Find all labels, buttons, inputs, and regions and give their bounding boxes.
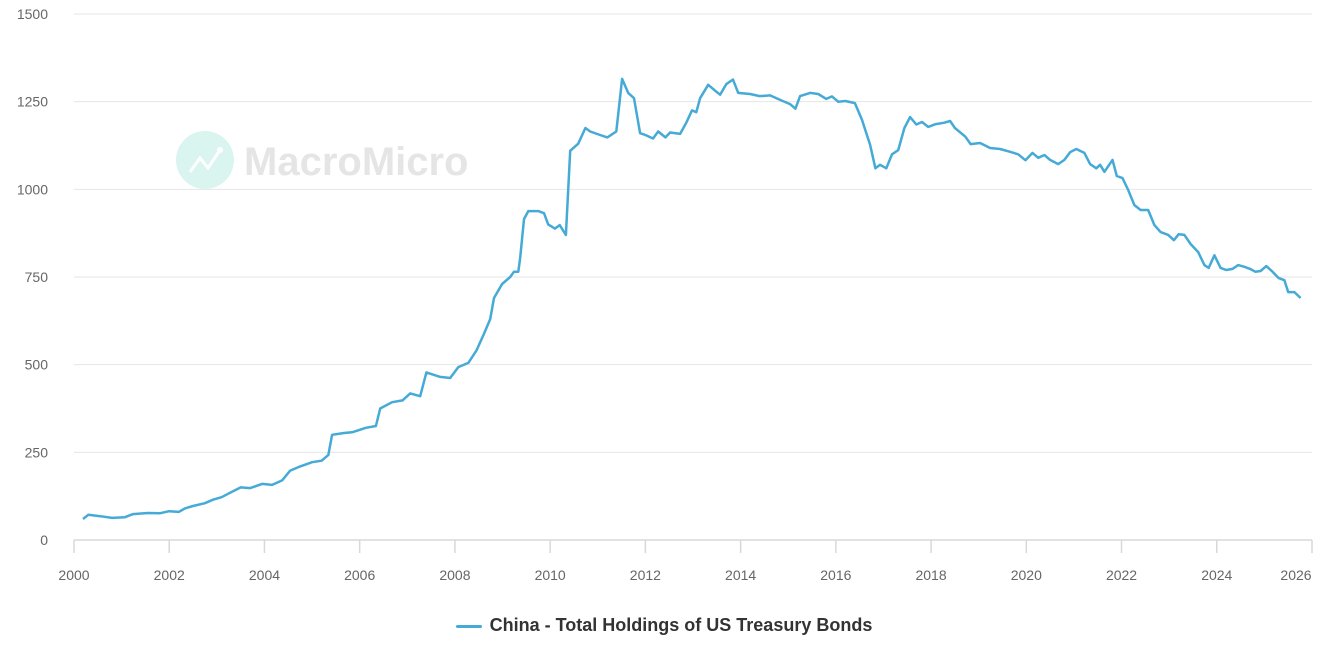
- x-tick-label: 2010: [535, 567, 566, 583]
- legend-label: China - Total Holdings of US Treasury Bo…: [489, 615, 873, 635]
- x-tick-label: 2018: [915, 567, 946, 583]
- watermark-logo: MacroMicro: [176, 131, 469, 189]
- x-tick-label: 2022: [1106, 567, 1137, 583]
- x-tick-label: 2024: [1201, 567, 1232, 583]
- y-axis: 0 250 500 750 1000 1250 1500: [17, 6, 48, 548]
- y-tick-label: 0: [40, 532, 48, 548]
- gridlines: [74, 13, 1312, 541]
- x-tick-label: 2026: [1280, 567, 1311, 583]
- watermark-dot: [217, 147, 223, 153]
- x-tick-label: 2008: [439, 567, 470, 583]
- x-axis: 2000 2002 2004 2006 2008 2010 2012 2014 2016 2018…: [58, 539, 1313, 583]
- legend-swatch: [455, 624, 482, 628]
- series-line-china-treasury-holdings: [82, 77, 1302, 520]
- legend[interactable]: China - Total Holdings of US Treasury Bo…: [0, 615, 1328, 636]
- x-tick-label: 2006: [344, 567, 375, 583]
- y-tick-label: 750: [25, 269, 49, 285]
- y-tick-label: 1250: [17, 94, 48, 110]
- x-tick-label: 2020: [1011, 567, 1042, 583]
- y-tick-label: 1000: [17, 181, 48, 197]
- x-tick-label: 2016: [820, 567, 851, 583]
- watermark-chart-glyph: [188, 149, 222, 173]
- y-tick-label: 250: [25, 444, 49, 460]
- y-tick-label: 500: [25, 357, 49, 373]
- x-tick-label: 2014: [725, 567, 756, 583]
- x-tick-label: 2004: [249, 567, 280, 583]
- x-tick-label: 2000: [58, 567, 89, 583]
- y-tick-label: 1500: [17, 6, 48, 22]
- x-tick-label: 2012: [630, 567, 661, 583]
- watermark-text: MacroMicro: [244, 140, 469, 184]
- x-tick-label: 2002: [154, 567, 185, 583]
- watermark-icon: [176, 131, 234, 189]
